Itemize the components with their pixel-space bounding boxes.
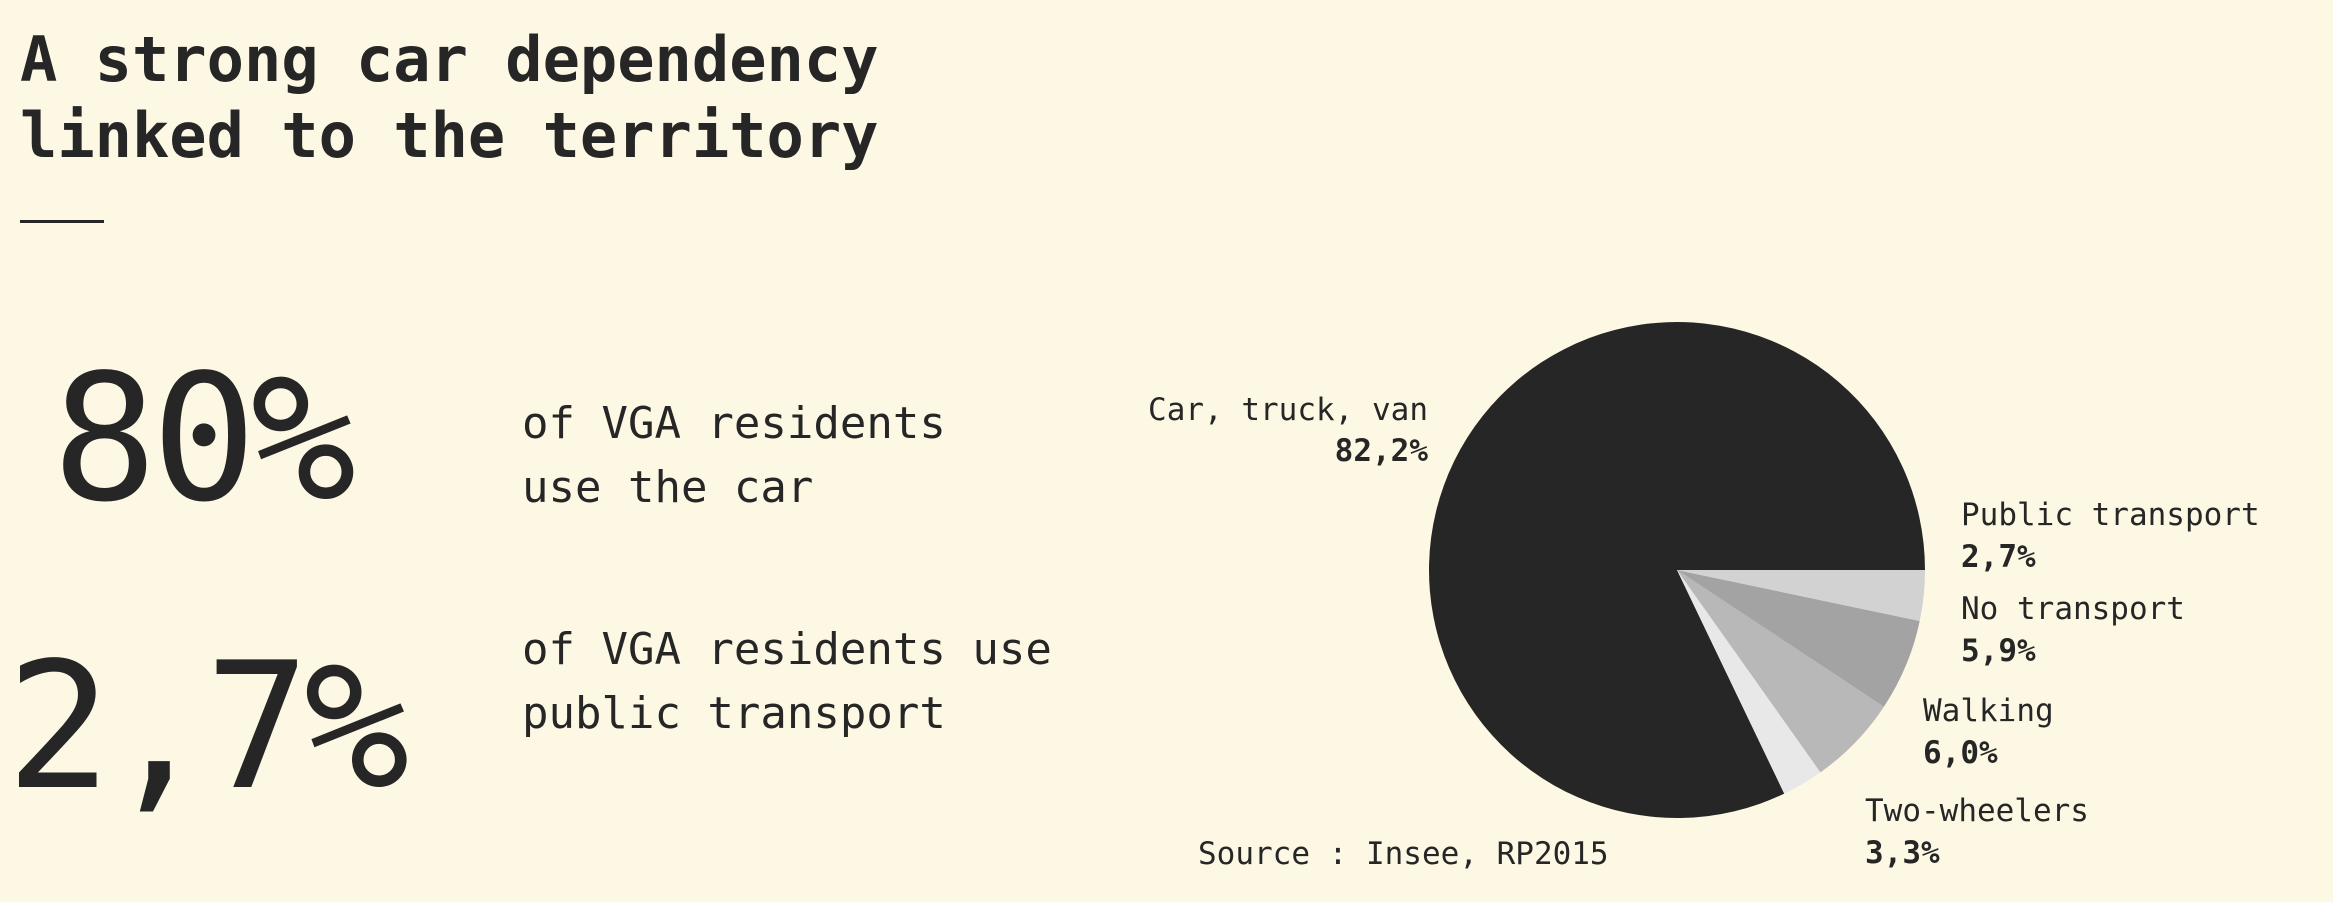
- pie-label-no-transport: No transport: [1961, 591, 2185, 627]
- pie-label-two-wheelers: Two-wheelers: [1865, 793, 2089, 829]
- stat-car-description: of VGA residents use the car: [522, 392, 946, 520]
- pie-label-public-transport: Public transport: [1961, 497, 2260, 533]
- pie-slices: [1428, 321, 1925, 818]
- pie-slice-no-transport: [1677, 570, 1884, 773]
- stat-public-transport-description-line-1: of VGA residents use: [522, 624, 1052, 675]
- pie-labels: Car, truck, van 82,2% Public transport 2,7%…: [1148, 392, 2260, 871]
- stat-public-transport-description-line-2: public transport: [522, 688, 946, 739]
- pie-slice-walking: [1677, 570, 1920, 707]
- stat-car-description-line-2: use the car: [522, 462, 814, 513]
- title-line-2: linked to the territory: [20, 99, 879, 172]
- pie-value-car-truck-van: 82,2%: [1335, 433, 1429, 469]
- pie-slice-two-wheelers: [1677, 570, 1925, 621]
- pie-value-walking: 6,0%: [1923, 735, 1998, 771]
- pie-slice-public-transport: [1677, 570, 1821, 794]
- source-note: Source : Insee, RP2015: [1198, 836, 1609, 872]
- pie-value-public-transport: 2,7%: [1961, 539, 2036, 575]
- stat-public-transport-description: of VGA residents use public transport: [522, 618, 1052, 746]
- pie-value-no-transport: 5,9%: [1961, 633, 2036, 669]
- pie-label-car-truck-van: Car, truck, van: [1148, 392, 1428, 428]
- title-divider: [20, 220, 104, 223]
- page-title: A strong car dependency linked to the te…: [20, 22, 900, 174]
- stat-car-description-line-1: of VGA residents: [522, 398, 946, 449]
- title-line-1: A strong car dependency: [20, 23, 879, 96]
- stat-car-percentage: 80%: [52, 338, 356, 541]
- pie-label-walking: Walking: [1923, 693, 2054, 729]
- stat-public-transport-percentage: 2,7%: [6, 626, 409, 829]
- pie-value-two-wheelers: 3,3%: [1865, 835, 1940, 871]
